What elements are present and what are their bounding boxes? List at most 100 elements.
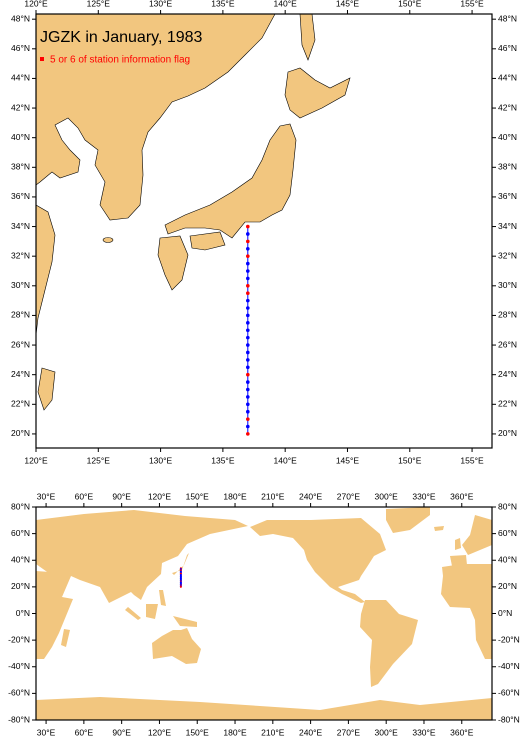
land-mainland xyxy=(36,14,276,221)
y-tick-label: 48°N xyxy=(498,13,517,23)
x-tick-label: 150°E xyxy=(398,455,422,465)
x-tick-label: 180°E xyxy=(223,491,247,501)
station-point xyxy=(246,246,250,251)
x-tick-label: 60°E xyxy=(75,491,94,501)
x-tick-label: 130°E xyxy=(149,455,173,465)
x-tick-label: 125°E xyxy=(87,455,111,465)
y-tick-label: -20°N xyxy=(498,634,520,644)
y-tick-label: 22°N xyxy=(498,399,517,409)
y-tick-label: 20°N xyxy=(498,428,517,438)
y-tick-label: 80°N xyxy=(11,501,30,511)
y-tick-label: 40°N xyxy=(498,132,517,142)
chart-title: JGZK in January, 1983 xyxy=(40,29,203,46)
y-tick-label: 44°N xyxy=(498,73,517,83)
y-tick-label: 22°N xyxy=(11,399,30,409)
y-tick-label: 30°N xyxy=(11,280,30,290)
legend-marker xyxy=(40,57,44,61)
x-tick-label: 300°E xyxy=(375,727,399,737)
x-tick-label: 120°E xyxy=(24,0,48,8)
x-tick-label: 300°E xyxy=(375,491,399,501)
y-tick-label: 36°N xyxy=(498,191,517,201)
y-tick-label: 46°N xyxy=(11,43,30,53)
y-tick-label: -80°N xyxy=(8,714,30,724)
y-tick-label: 38°N xyxy=(498,162,517,172)
station-point xyxy=(246,343,250,347)
x-tick-label: 150°E xyxy=(186,491,210,501)
y-tick-label: 36°N xyxy=(11,191,30,201)
station-point xyxy=(246,298,250,303)
station-point xyxy=(246,335,250,340)
land-kyushu xyxy=(157,235,189,291)
y-tick-label: 48°N xyxy=(11,13,30,23)
y-tick-label: 28°N xyxy=(498,310,517,320)
x-tick-label: 240°E xyxy=(299,727,323,737)
x-tick-label: 330°E xyxy=(412,727,436,737)
land-japan xyxy=(172,553,189,575)
station-point xyxy=(246,358,250,362)
x-tick-label: 30°E xyxy=(37,491,56,501)
station-point xyxy=(246,232,250,236)
x-tick-label: 135°E xyxy=(211,455,235,465)
y-tick-label: 40°N xyxy=(498,555,517,565)
station-point xyxy=(246,365,250,370)
x-tick-label: 210°E xyxy=(261,491,285,501)
x-tick-label: 135°E xyxy=(211,0,235,8)
stations xyxy=(179,567,182,588)
land-borneo xyxy=(146,604,158,619)
station-point xyxy=(246,402,250,407)
x-tick-label: 30°E xyxy=(37,727,56,737)
station-point xyxy=(246,291,250,296)
station-point xyxy=(246,321,250,325)
x-tick-label: 210°E xyxy=(261,727,285,737)
station-point xyxy=(246,387,250,392)
y-tick-label: 20°N xyxy=(498,581,517,591)
x-tick-label: 90°E xyxy=(112,491,131,501)
y-tick-label: 40°N xyxy=(11,555,30,565)
land-philippines xyxy=(159,590,166,606)
y-tick-label: 20°N xyxy=(11,428,30,438)
x-tick-label: 180°E xyxy=(223,727,247,737)
y-tick-label: -80°N xyxy=(498,714,520,724)
land-australia xyxy=(152,628,201,664)
land-britain xyxy=(455,538,461,550)
land-honshu xyxy=(164,123,297,239)
land-south-china xyxy=(36,204,56,336)
land-europe xyxy=(462,515,492,555)
land-hokkaido xyxy=(284,67,351,119)
x-tick-label: 360°E xyxy=(450,727,474,737)
station-point xyxy=(246,239,250,244)
x-tick-label: 155°E xyxy=(460,455,484,465)
land-antarctica xyxy=(36,697,492,720)
station-point xyxy=(246,313,250,318)
land-jeju xyxy=(102,237,114,243)
station-point xyxy=(246,306,250,310)
station-point xyxy=(246,380,250,384)
station-point xyxy=(246,395,250,399)
x-tick-label: 120°E xyxy=(148,491,172,501)
y-tick-label: 38°N xyxy=(11,162,30,172)
station-point xyxy=(246,276,250,281)
y-tick-label: 30°N xyxy=(498,280,517,290)
x-tick-label: 145°E xyxy=(336,0,360,8)
y-tick-label: 34°N xyxy=(11,221,30,231)
y-tick-label: 60°N xyxy=(498,528,517,538)
y-tick-label: -60°N xyxy=(498,688,520,698)
x-tick-label: 145°E xyxy=(336,455,360,465)
y-tick-label: -40°N xyxy=(8,661,30,671)
x-tick-label: 120°E xyxy=(148,727,172,737)
x-tick-label: 90°E xyxy=(112,727,131,737)
y-tick-label: 40°N xyxy=(11,132,30,142)
x-tick-label: 270°E xyxy=(337,491,361,501)
land-eurasia xyxy=(36,510,248,603)
land-shikoku xyxy=(189,231,226,251)
y-tick-label: 28°N xyxy=(11,310,30,320)
x-tick-label: 140°E xyxy=(274,0,298,8)
y-tick-label: 42°N xyxy=(11,102,30,112)
y-tick-label: 26°N xyxy=(11,339,30,349)
station-point xyxy=(246,424,250,429)
y-tick-label: 42°N xyxy=(498,102,517,112)
station-point xyxy=(246,432,250,436)
land-sumatra xyxy=(125,607,141,620)
